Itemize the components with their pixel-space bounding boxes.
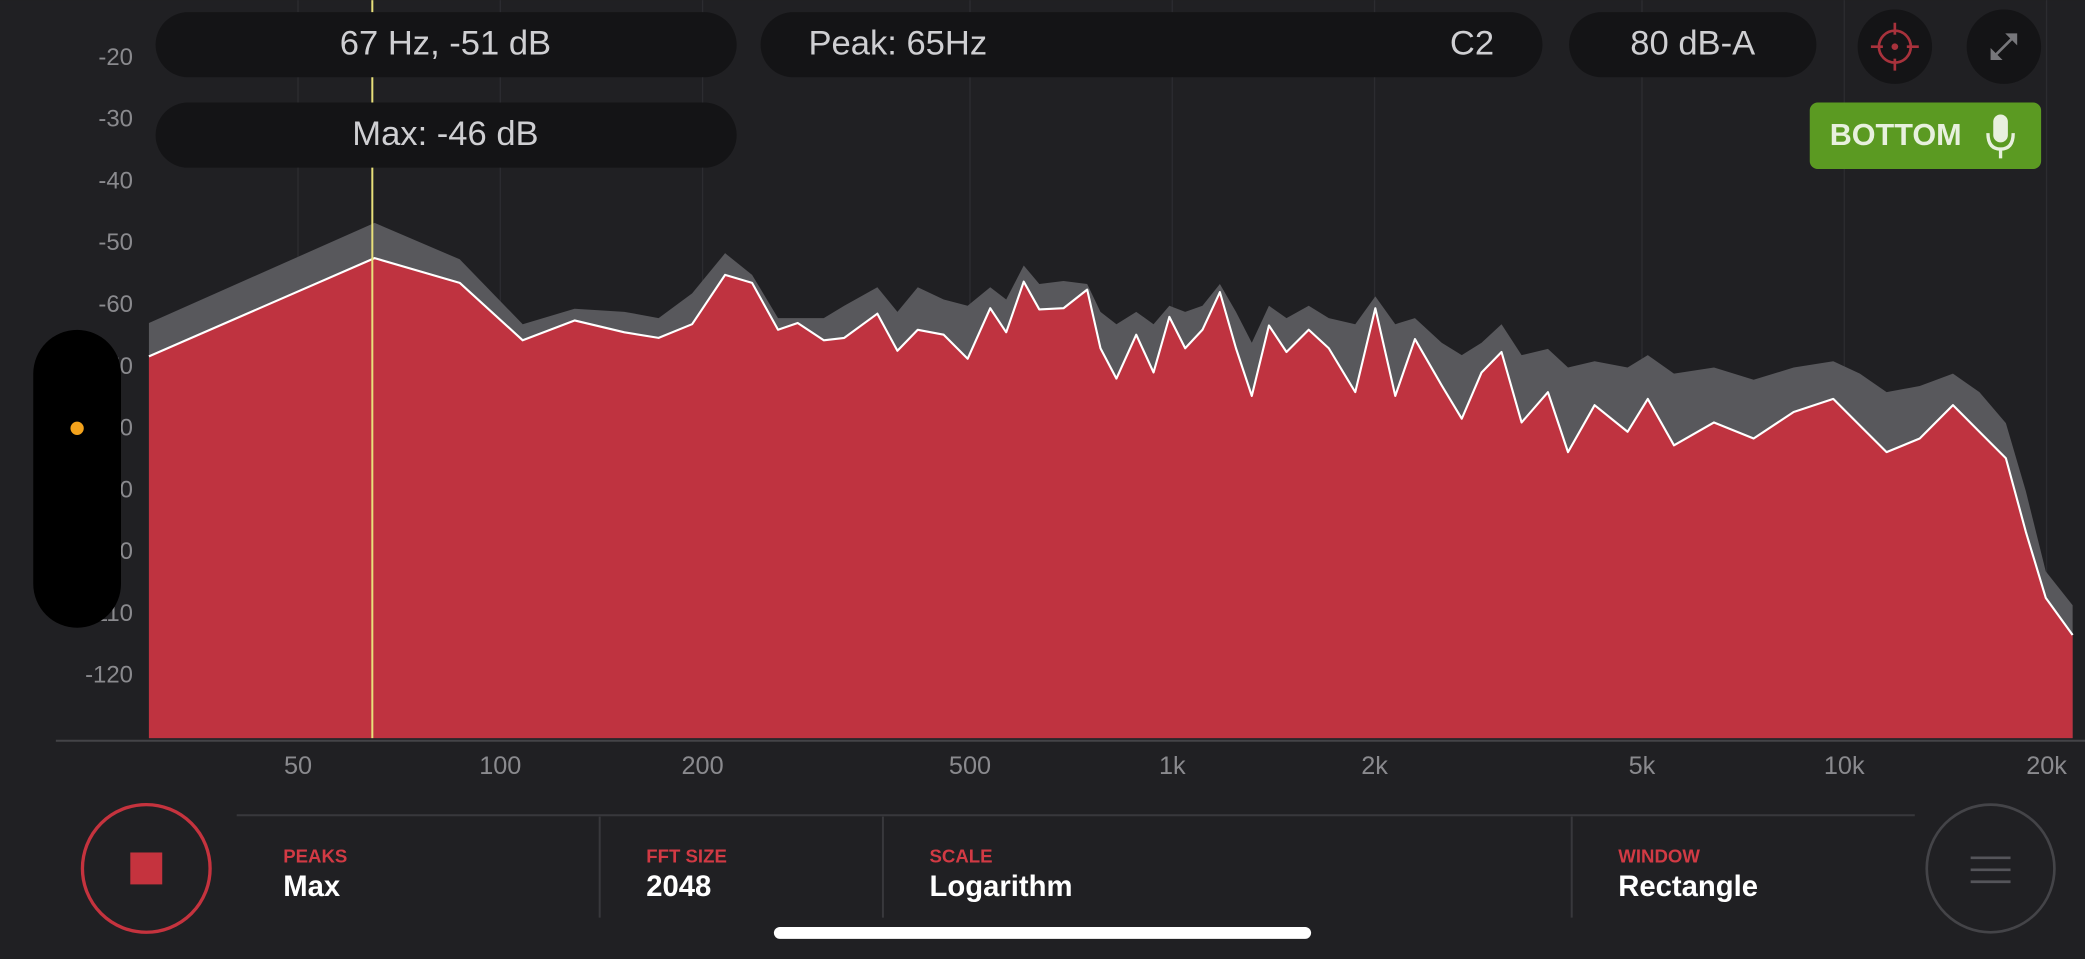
y-tick-label: -40 xyxy=(98,167,133,194)
target-button[interactable] xyxy=(1857,9,1933,84)
y-tick-label: -120 xyxy=(85,662,133,689)
max-pill xyxy=(155,102,737,168)
bottom-button-label: BOTTOM xyxy=(1830,118,1962,152)
setting-value: Max xyxy=(283,871,341,903)
x-tick-label: 1k xyxy=(1159,752,1186,780)
fft-setting[interactable]: FFT SIZE 2048 xyxy=(646,846,727,903)
setting-value: Rectangle xyxy=(1618,871,1758,903)
y-tick-label: -50 xyxy=(98,229,133,256)
x-tick-label: 500 xyxy=(949,752,991,780)
max-readout: Max: -46 dB xyxy=(352,115,538,153)
spectrum-area xyxy=(148,258,2073,739)
setting-value: Logarithm xyxy=(929,871,1072,903)
spectrum-line xyxy=(148,257,2074,636)
y-tick-label: -20 xyxy=(98,44,133,71)
window-setting[interactable]: WINDOW Rectangle xyxy=(1618,846,1758,903)
y-tick-label: -30 xyxy=(98,106,133,133)
expand-button[interactable] xyxy=(1966,9,2042,84)
peak-pill xyxy=(760,12,1543,78)
plot xyxy=(148,0,2074,739)
slider-knob[interactable] xyxy=(70,421,84,435)
setting-label: SCALE xyxy=(929,846,992,867)
x-tick-label: 100 xyxy=(479,752,521,780)
y-tick-label: -60 xyxy=(98,291,133,318)
x-tick-label: 200 xyxy=(682,752,724,780)
note-readout: C2 xyxy=(1450,24,1494,62)
gain-slider[interactable] xyxy=(33,329,122,628)
x-tick-label: 20k xyxy=(2026,752,2067,780)
menu-button[interactable] xyxy=(1925,803,2056,934)
stop-button[interactable] xyxy=(80,802,212,934)
x-tick-label: 10k xyxy=(1824,752,1865,780)
home-indicator xyxy=(773,926,1312,939)
scale-setting[interactable]: SCALE Logarithm xyxy=(929,846,1072,903)
x-tick-label: 5k xyxy=(1629,752,1656,780)
peaks-setting[interactable]: PEAKS Max xyxy=(283,846,347,903)
setting-value: 2048 xyxy=(646,871,711,903)
cursor-readout: 67 Hz, -51 dB xyxy=(340,24,551,62)
setting-label: PEAKS xyxy=(283,846,347,867)
level-readout: 80 dB-A xyxy=(1630,24,1755,62)
setting-label: WINDOW xyxy=(1618,846,1700,867)
cursor-pill xyxy=(155,12,737,78)
setting-label: FFT SIZE xyxy=(646,846,727,867)
bottom-button[interactable]: BOTTOM xyxy=(1809,102,2042,170)
level-pill xyxy=(1569,12,1817,78)
x-tick-label: 50 xyxy=(284,752,312,780)
x-tick-label: 2k xyxy=(1361,752,1388,780)
peak-readout: Peak: 65Hz xyxy=(808,24,987,62)
